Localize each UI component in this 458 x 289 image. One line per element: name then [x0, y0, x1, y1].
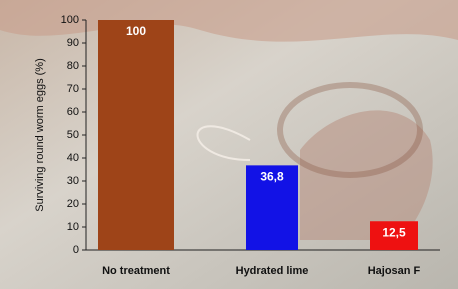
- value-label: 36,8: [260, 170, 284, 184]
- bar: [98, 20, 174, 250]
- value-label: 12,5: [382, 225, 406, 239]
- x-tick-label: No treatment: [102, 265, 170, 277]
- y-tick-label: 90: [67, 37, 79, 49]
- y-axis-label: Surviving round worm eggs (%): [34, 58, 46, 211]
- y-tick-label: 70: [67, 83, 79, 95]
- x-tick-label: Hydrated lime: [236, 265, 309, 277]
- y-tick-label: 80: [67, 60, 79, 72]
- y-tick-label: 20: [67, 198, 79, 210]
- y-tick-label: 50: [67, 129, 79, 141]
- y-tick-label: 40: [67, 152, 79, 164]
- x-tick-label: Hajosan F: [368, 265, 421, 277]
- y-tick-label: 30: [67, 175, 79, 187]
- value-label: 100: [126, 24, 146, 38]
- y-tick-label: 10: [67, 221, 79, 233]
- y-tick-label: 60: [67, 106, 79, 118]
- y-tick-label: 100: [61, 14, 79, 26]
- y-tick-label: 0: [73, 244, 79, 256]
- chart: Surviving round worm eggs (%) 0 10 20 30 40 5…: [0, 0, 458, 289]
